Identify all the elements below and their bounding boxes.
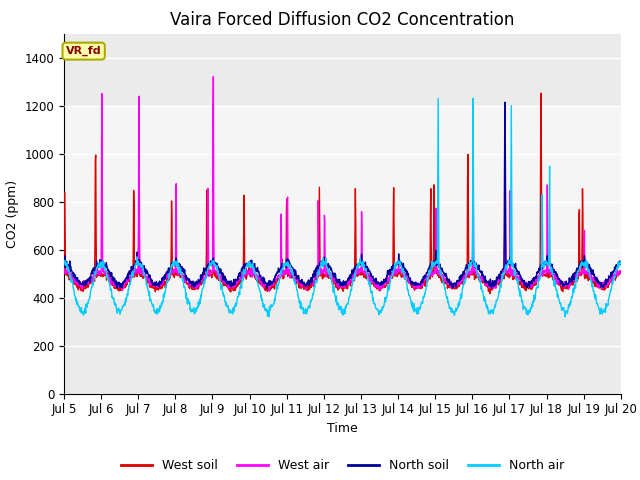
Y-axis label: CO2 (ppm): CO2 (ppm) [6, 180, 19, 248]
Text: VR_fd: VR_fd [66, 46, 102, 56]
X-axis label: Time: Time [327, 422, 358, 435]
Bar [64, 106, 621, 298]
Title: Vaira Forced Diffusion CO2 Concentration: Vaira Forced Diffusion CO2 Concentration [170, 11, 515, 29]
Legend: West soil, West air, North soil, North air: West soil, West air, North soil, North a… [116, 455, 569, 477]
